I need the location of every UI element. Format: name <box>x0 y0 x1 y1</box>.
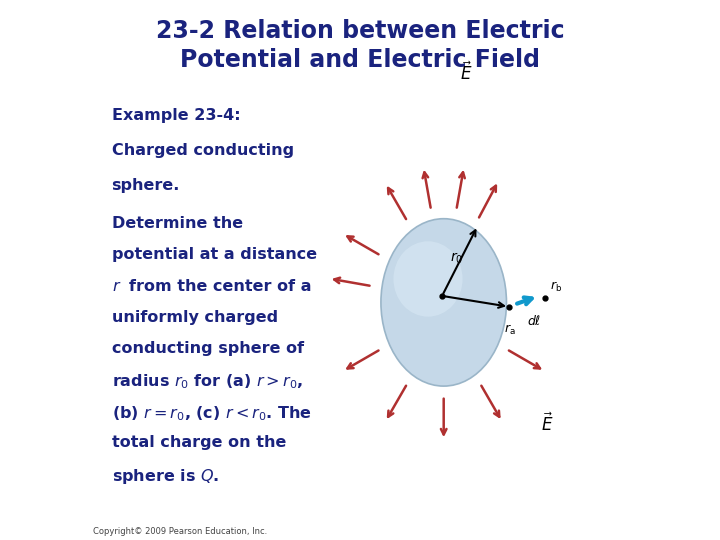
Text: conducting sphere of: conducting sphere of <box>112 341 304 356</box>
Text: $\vec{E}$: $\vec{E}$ <box>541 412 554 435</box>
Text: sphere.: sphere. <box>112 178 180 193</box>
Text: from the center of a: from the center of a <box>130 279 312 294</box>
Text: Example 23-4:: Example 23-4: <box>112 108 240 123</box>
Text: $r_{\rm b}$: $r_{\rm b}$ <box>549 280 562 294</box>
Text: $d\ell$: $d\ell$ <box>527 314 541 328</box>
Text: $\vec{E}$: $\vec{E}$ <box>460 61 472 84</box>
Ellipse shape <box>394 241 462 316</box>
Text: sphere is $Q$.: sphere is $Q$. <box>112 467 219 485</box>
Text: (b) $r = r_0$, (c) $r < r_0$. The: (b) $r = r_0$, (c) $r < r_0$. The <box>112 404 311 423</box>
Text: potential at a distance: potential at a distance <box>112 247 317 262</box>
Text: $r_0$: $r_0$ <box>449 251 463 266</box>
Text: total charge on the: total charge on the <box>112 435 286 450</box>
Text: $r$: $r$ <box>112 279 121 294</box>
Text: uniformly charged: uniformly charged <box>112 310 278 325</box>
Text: 23-2 Relation between Electric
Potential and Electric Field: 23-2 Relation between Electric Potential… <box>156 19 564 72</box>
Text: Charged conducting: Charged conducting <box>112 143 294 158</box>
Text: $r_{\rm a}$: $r_{\rm a}$ <box>504 323 516 337</box>
Text: radius $r_0$ for (a) $r > r_0$,: radius $r_0$ for (a) $r > r_0$, <box>112 373 302 392</box>
Text: Determine the: Determine the <box>112 216 243 231</box>
Text: Copyright© 2009 Pearson Education, Inc.: Copyright© 2009 Pearson Education, Inc. <box>93 526 267 536</box>
Ellipse shape <box>381 219 506 386</box>
